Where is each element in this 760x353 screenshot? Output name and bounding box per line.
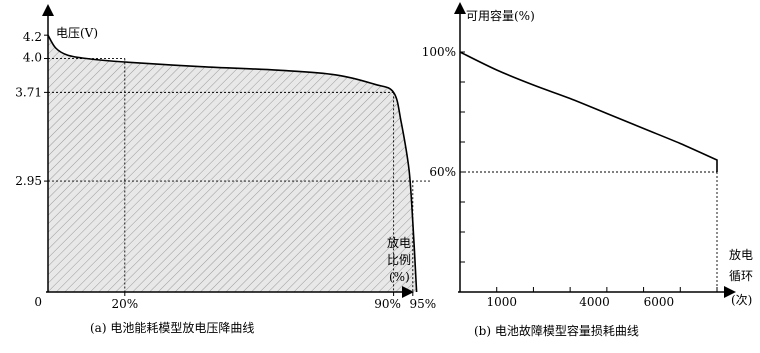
chart-b-x-label-2: 循环 bbox=[729, 269, 753, 283]
chart-a-caption: (a) 电池能耗模型放电压降曲线 bbox=[90, 320, 254, 335]
chart-a-x-label-3: (%) bbox=[389, 270, 410, 284]
chart-b-caption: (b) 电池故障模型容量损耗曲线 bbox=[474, 323, 639, 338]
chart-a-voltage-curve bbox=[47, 34, 418, 293]
chart-b-y-tick-label-0: 100% bbox=[422, 45, 456, 59]
chart-a-guides bbox=[48, 58, 432, 292]
chart-a-x-tick-label-0: 20% bbox=[111, 297, 138, 311]
chart-b-guides bbox=[460, 171, 718, 292]
chart-a-x-label-2: 比例 bbox=[387, 253, 411, 267]
chart-b-x-tick-label-1: 4000 bbox=[579, 295, 610, 309]
chart-b-x-tick-label-0: 1000 bbox=[486, 295, 517, 309]
chart-b-x-tick-label-2: 6000 bbox=[644, 295, 675, 309]
chart-a-x-tick-label-2: 95% bbox=[409, 297, 436, 311]
chart-b-x-label-1: 放电 bbox=[729, 247, 753, 262]
chart-a-y-tick-label-2: 3.71 bbox=[15, 85, 42, 99]
chart-a-ticks: 4.2 4.0 3.71 2.95 20% 90% 95% 0 bbox=[15, 30, 436, 311]
chart-a-y-label: 电压(V) bbox=[56, 26, 98, 40]
chart-a-area-fill bbox=[48, 35, 417, 292]
chart-b-ticks: 100% 60% 1000 4000 6000 bbox=[422, 45, 718, 309]
chart-a-y-tick-label-0: 4.2 bbox=[23, 30, 42, 44]
chart-b: 100% 60% 1000 4000 6000 可用容量(%) 放电 循环 (次) (b… bbox=[422, 2, 753, 338]
chart-b-y-label: 可用容量(%) bbox=[466, 8, 535, 23]
chart-a-origin-label: 0 bbox=[34, 295, 42, 309]
chart-b-y-tick-label-1: 60% bbox=[429, 165, 456, 179]
chart-a-x-label-1: 放电 bbox=[387, 235, 411, 250]
chart-a-x-tick-label-1: 90% bbox=[374, 297, 401, 311]
chart-b-capacity-curve bbox=[459, 51, 718, 172]
chart-a-y-tick-label-3: 2.95 bbox=[15, 174, 42, 188]
chart-a: 4.2 4.0 3.71 2.95 20% 90% 95% 0 电压(V) 放电 比例 (%)… bbox=[15, 4, 436, 335]
chart-a-y-tick-label-1: 4.0 bbox=[23, 51, 42, 65]
chart-b-x-label-3: (次) bbox=[731, 293, 752, 307]
